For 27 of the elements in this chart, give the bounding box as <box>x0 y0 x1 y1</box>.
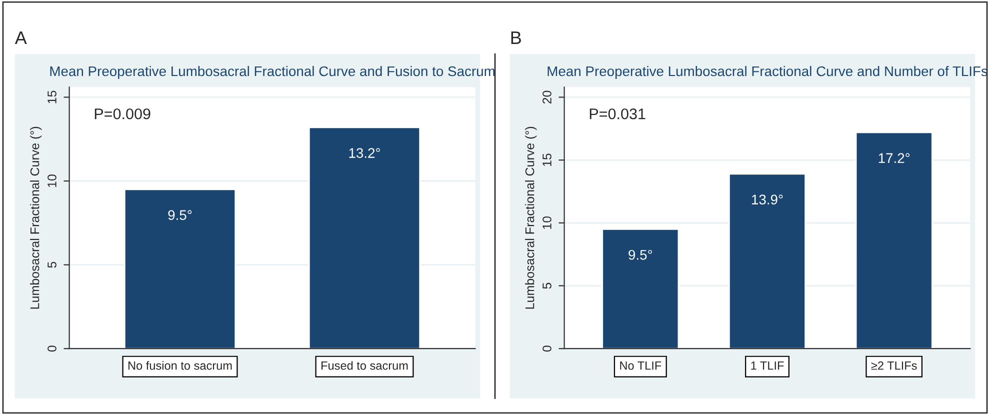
x-tick-label: No fusion to sacrum <box>128 361 232 370</box>
data-label: 13.2° <box>349 148 380 158</box>
text: B <box>511 32 521 44</box>
y-tick-label: 0 <box>48 346 56 352</box>
chart-title: Mean Preoperative Lumbosacral Fractional Curve and Number of TLIFs <box>548 66 988 79</box>
y-tick-label: 5 <box>48 262 56 268</box>
x-tick-label: 1 TLIF <box>751 362 784 370</box>
y-tick-label: 10 <box>48 174 56 187</box>
y-tick-label: 5 <box>542 282 552 289</box>
x-tick-label: Fused to sacrum <box>322 361 408 370</box>
text: A <box>14 32 27 44</box>
x-tick-label: No TLIF <box>620 362 662 370</box>
y-axis-title: Lumbosacral Fractional Curve (°) <box>525 126 537 309</box>
data-label: 9.5° <box>628 250 652 260</box>
data-label: 17.2° <box>878 153 910 163</box>
y-tick-label: 20 <box>542 90 552 104</box>
y-tick-label: 15 <box>48 90 56 104</box>
data-label: 13.9° <box>752 194 783 204</box>
y-tick-label: 15 <box>542 154 552 166</box>
annotation: P=0.031 <box>590 108 646 120</box>
x-tick-label: ≥2 TLIFs <box>871 361 917 370</box>
y-axis-title: Lumbosacral Fractional Curve (°) <box>30 126 42 309</box>
annotation: P=0.009 <box>94 108 150 120</box>
y-tick-label: 10 <box>542 216 552 229</box>
chart-title: Mean Preoperative Lumbosacral Fractional Curve and Fusion to Sacrum <box>50 66 494 79</box>
y-tick-label: 0 <box>542 346 552 352</box>
data-label: 9.5° <box>168 210 192 220</box>
